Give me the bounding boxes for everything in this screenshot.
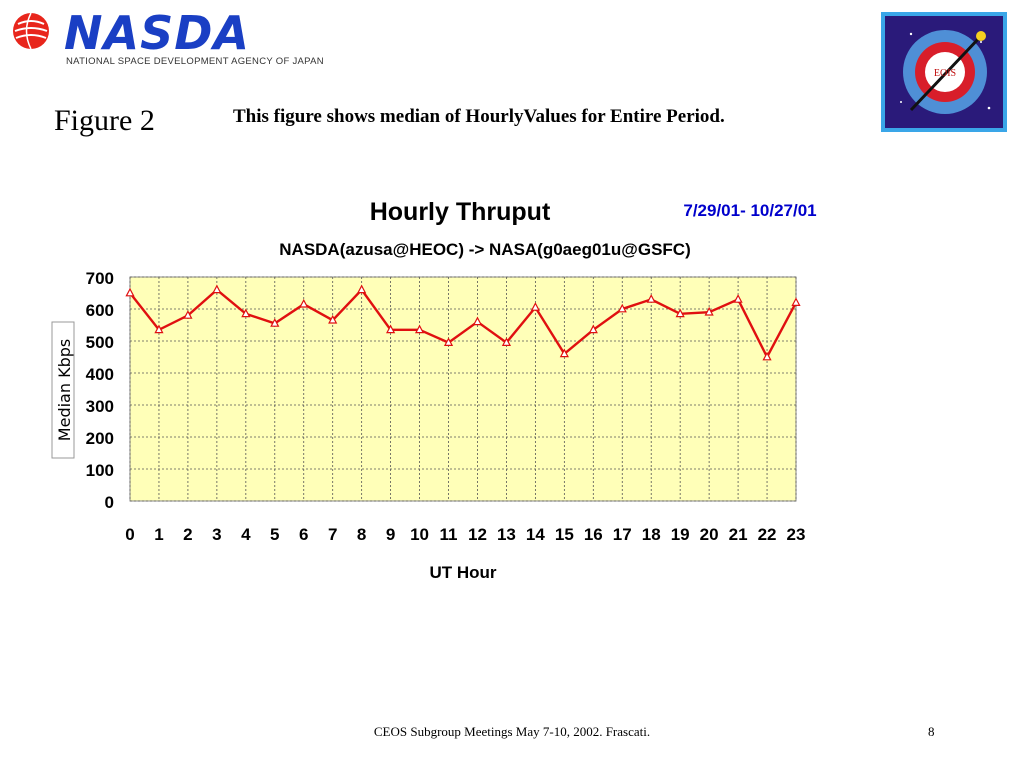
x-tick-label: 16	[584, 525, 603, 544]
data-point-marker	[414, 324, 425, 334]
chart-subtitle: NASDA(azusa@HEOC) -> NASA(g0aeg01u@GSFC)	[279, 240, 690, 259]
x-tick-label: 18	[642, 525, 661, 544]
y-label-box	[51, 321, 75, 459]
x-tick-label: 17	[613, 525, 632, 544]
chart-date-range: 7/29/01- 10/27/01	[683, 201, 816, 220]
data-point-marker	[299, 298, 309, 308]
y-tick-label: 0	[105, 493, 114, 512]
x-tick-label: 12	[468, 525, 487, 544]
data-point-marker	[530, 302, 540, 311]
data-point-marker	[646, 294, 656, 303]
x-tick-label: 1	[154, 525, 163, 544]
data-point-marker	[675, 308, 685, 318]
x-tick-label: 13	[497, 525, 516, 544]
x-axis-label: UT Hour	[429, 563, 496, 582]
logo-wordmark: NASDA	[64, 6, 251, 60]
x-tick-label: 23	[787, 525, 806, 544]
x-tick-label: 3	[212, 525, 221, 544]
x-tick-label: 2	[183, 525, 192, 544]
x-tick-label: 14	[526, 525, 545, 544]
agency-name: NATIONAL SPACE DEVELOPMENT AGENCY OF JAP…	[66, 56, 324, 67]
figure-label: Figure 2	[54, 104, 155, 137]
y-tick-labels: 0 100 200 300 400 500 600 700	[86, 269, 114, 512]
x-tick-label: 4	[241, 525, 251, 544]
x-tick-label: 8	[357, 525, 366, 544]
y-tick-label: 100	[86, 461, 114, 480]
x-tick-label: 11	[440, 525, 458, 544]
x-tick-label: 9	[386, 525, 395, 544]
data-point-marker	[386, 324, 396, 334]
hourly-thruput-chart: Hourly Thruput 7/29/01- 10/27/01 NASDA(a…	[51, 198, 817, 582]
y-tick-label: 500	[86, 333, 114, 352]
badge-label: EOIS	[934, 68, 956, 79]
x-tick-label: 7	[328, 525, 337, 544]
y-tick-label: 300	[86, 397, 114, 416]
data-point-marker	[183, 310, 193, 319]
data-point-marker	[501, 337, 512, 346]
data-point-marker	[125, 287, 135, 297]
x-tick-label: 19	[671, 525, 690, 544]
plot-area	[129, 276, 797, 502]
page-number: 8	[928, 724, 935, 739]
data-point-marker	[791, 297, 801, 306]
data-point-marker	[270, 318, 280, 327]
x-tick-label: 15	[555, 525, 574, 544]
data-point-marker	[733, 294, 743, 303]
y-axis-label: Median Kbps	[55, 339, 74, 441]
footer-text: CEOS Subgroup Meetings May 7-10, 2002. F…	[373, 724, 651, 739]
data-point-marker	[617, 303, 627, 313]
y-tick-label: 700	[86, 269, 114, 288]
data-point-marker	[762, 351, 772, 361]
data-point-marker	[328, 314, 338, 324]
eois-badge: EOIS	[881, 12, 1007, 132]
x-tick-labels: 0 1 2 3 4 5 6 7 8 9 10 11 12 13 14 15 16 17 18 19 20 21 22 23	[125, 525, 805, 544]
nasda-globe-icon	[13, 12, 49, 50]
series-layer	[125, 284, 801, 361]
x-tick-label: 21	[729, 525, 748, 544]
data-point-marker	[559, 348, 569, 358]
data-point-marker	[588, 324, 598, 334]
y-tick-label: 600	[86, 301, 114, 320]
chart-title: Hourly Thruput	[370, 198, 551, 226]
data-point-marker	[154, 324, 164, 334]
data-point-marker	[443, 337, 454, 346]
y-tick-label: 400	[86, 365, 114, 384]
data-point-marker	[704, 306, 714, 316]
x-tick-label: 6	[299, 525, 308, 544]
x-tick-label: 5	[270, 525, 279, 544]
data-point-marker	[472, 316, 483, 326]
data-point-marker	[241, 308, 251, 318]
data-point-marker	[357, 284, 367, 294]
data-point-marker	[212, 284, 222, 294]
nasda-logo: NASDA NATIONAL SPACE DEVELOPMENT AGENCY …	[12, 6, 342, 70]
x-tick-label: 22	[758, 525, 777, 544]
x-tick-label: 0	[125, 525, 134, 544]
y-tick-label: 200	[86, 429, 114, 448]
figure-caption: This figure shows median of HourlyValues…	[233, 106, 725, 127]
x-tick-label: 10	[410, 525, 429, 544]
series-line	[129, 287, 798, 360]
x-tick-label: 20	[700, 525, 719, 544]
